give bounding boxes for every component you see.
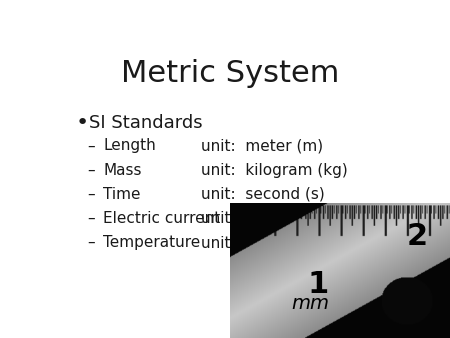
Text: mm: mm <box>292 294 330 313</box>
Text: Length: Length <box>104 139 156 153</box>
Text: unit:  ampere (A): unit: ampere (A) <box>201 211 331 226</box>
Text: SI Standards: SI Standards <box>89 114 202 131</box>
Text: •: • <box>76 113 89 132</box>
Text: unit:  meter (m): unit: meter (m) <box>201 139 323 153</box>
Text: unit:  kilogram (kg): unit: kilogram (kg) <box>201 163 348 178</box>
Text: 2: 2 <box>407 222 428 251</box>
Text: unit:  second (s): unit: second (s) <box>201 187 325 202</box>
Text: –: – <box>87 139 95 153</box>
Text: Temperature: Temperature <box>104 235 201 250</box>
Text: –: – <box>87 211 95 226</box>
Text: Time: Time <box>104 187 141 202</box>
Text: –: – <box>87 163 95 178</box>
Text: –: – <box>87 235 95 250</box>
Text: unit:  Kelvin (K): unit: Kelvin (K) <box>201 235 318 250</box>
Text: Electric current: Electric current <box>104 211 220 226</box>
Text: Mass: Mass <box>104 163 142 178</box>
Text: –: – <box>87 187 95 202</box>
Text: 1: 1 <box>307 270 328 299</box>
Text: Metric System: Metric System <box>122 59 340 88</box>
